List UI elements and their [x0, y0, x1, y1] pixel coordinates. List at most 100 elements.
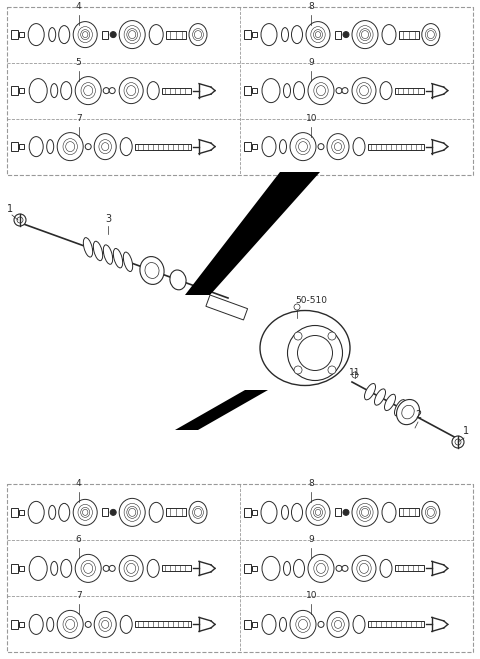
Bar	[395, 88, 424, 94]
Text: 11: 11	[349, 368, 361, 377]
Ellipse shape	[352, 78, 376, 103]
Ellipse shape	[293, 559, 304, 577]
Circle shape	[103, 565, 109, 571]
Circle shape	[85, 621, 91, 627]
Bar	[252, 32, 257, 37]
Text: 9: 9	[309, 535, 314, 544]
Ellipse shape	[261, 24, 277, 45]
Bar	[399, 30, 419, 39]
Ellipse shape	[123, 252, 132, 272]
Text: 10: 10	[306, 591, 317, 600]
Ellipse shape	[352, 20, 378, 49]
Ellipse shape	[306, 500, 330, 525]
Ellipse shape	[73, 500, 97, 525]
Bar	[244, 142, 251, 151]
Ellipse shape	[422, 24, 440, 45]
Bar	[7, 484, 473, 652]
Polygon shape	[185, 172, 320, 295]
Ellipse shape	[29, 556, 47, 581]
Ellipse shape	[260, 310, 350, 386]
Text: 5: 5	[76, 57, 82, 67]
Ellipse shape	[119, 556, 143, 581]
Ellipse shape	[147, 559, 159, 577]
Ellipse shape	[57, 132, 83, 161]
Ellipse shape	[94, 134, 116, 159]
Ellipse shape	[261, 501, 277, 523]
Circle shape	[342, 88, 348, 94]
Ellipse shape	[60, 559, 72, 577]
Ellipse shape	[94, 612, 116, 637]
Bar	[368, 144, 424, 150]
Bar	[244, 86, 251, 95]
Bar	[135, 621, 191, 627]
Bar	[11, 620, 18, 629]
Bar	[244, 620, 251, 629]
Ellipse shape	[284, 84, 290, 98]
Circle shape	[328, 366, 336, 374]
Ellipse shape	[47, 617, 54, 631]
Ellipse shape	[293, 82, 304, 100]
Text: 6: 6	[76, 535, 82, 544]
Text: 8: 8	[309, 1, 314, 11]
Bar	[162, 565, 191, 571]
Bar	[244, 508, 251, 517]
Bar	[19, 88, 24, 93]
Bar	[252, 566, 257, 571]
Ellipse shape	[119, 20, 145, 49]
Circle shape	[343, 509, 349, 515]
Ellipse shape	[75, 76, 101, 105]
Ellipse shape	[113, 248, 123, 268]
Ellipse shape	[290, 610, 316, 639]
Bar	[19, 510, 24, 515]
Bar	[252, 510, 257, 515]
Ellipse shape	[262, 78, 280, 103]
Ellipse shape	[308, 554, 334, 583]
Circle shape	[110, 32, 116, 38]
Circle shape	[336, 88, 342, 94]
Bar	[244, 564, 251, 573]
Ellipse shape	[422, 501, 440, 523]
Ellipse shape	[281, 28, 288, 42]
Ellipse shape	[93, 241, 103, 261]
Text: 4: 4	[76, 1, 82, 11]
Ellipse shape	[352, 498, 378, 527]
Circle shape	[294, 332, 302, 340]
Text: 7: 7	[76, 113, 82, 123]
Ellipse shape	[279, 617, 287, 631]
Ellipse shape	[306, 22, 330, 47]
Circle shape	[103, 88, 109, 94]
Ellipse shape	[29, 136, 43, 157]
Ellipse shape	[59, 26, 70, 43]
Bar	[162, 88, 191, 94]
Bar	[11, 142, 18, 151]
Bar	[399, 508, 419, 517]
Bar	[19, 144, 24, 149]
Ellipse shape	[119, 498, 145, 527]
Ellipse shape	[327, 134, 349, 159]
Bar	[135, 144, 191, 150]
Text: 2: 2	[415, 410, 421, 420]
Ellipse shape	[382, 502, 396, 523]
Ellipse shape	[291, 503, 302, 521]
Bar	[11, 564, 18, 573]
Ellipse shape	[28, 501, 44, 523]
Circle shape	[110, 509, 116, 515]
Ellipse shape	[189, 501, 207, 523]
Bar	[244, 30, 251, 39]
Polygon shape	[175, 390, 268, 430]
Circle shape	[14, 214, 26, 226]
Ellipse shape	[308, 76, 334, 105]
Ellipse shape	[279, 140, 287, 154]
Text: 3: 3	[105, 214, 111, 224]
Bar	[7, 7, 473, 175]
Ellipse shape	[353, 616, 365, 633]
Bar	[335, 30, 341, 39]
Text: 4: 4	[76, 479, 82, 488]
Circle shape	[336, 565, 342, 571]
Ellipse shape	[59, 503, 70, 521]
Text: 10: 10	[306, 113, 317, 123]
Ellipse shape	[48, 505, 56, 519]
Ellipse shape	[384, 394, 396, 411]
Ellipse shape	[75, 554, 101, 583]
Bar	[252, 88, 257, 93]
